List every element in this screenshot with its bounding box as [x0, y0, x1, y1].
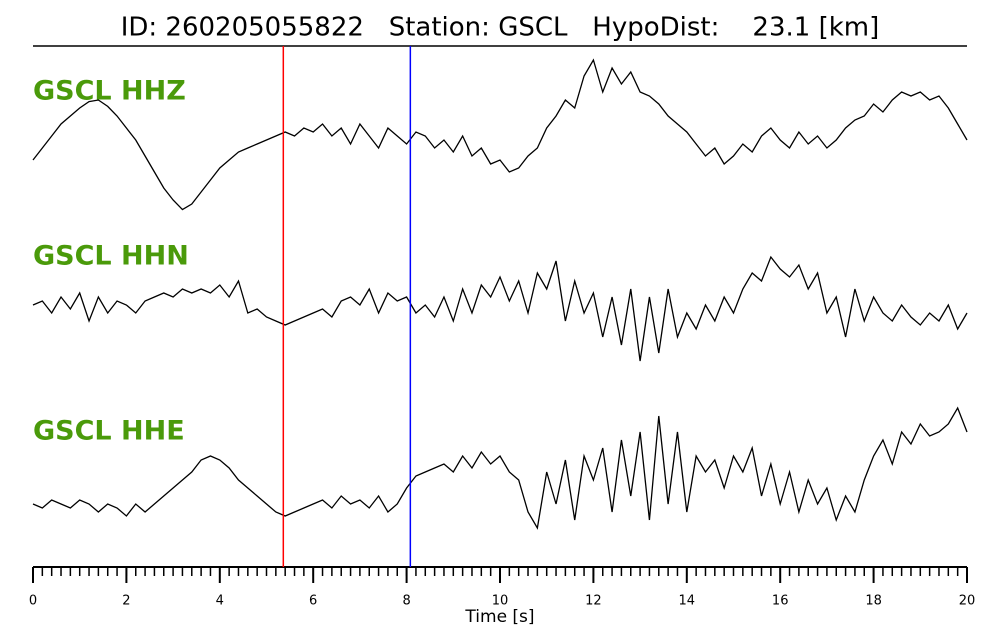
- trace-label: GSCL HHE: [33, 416, 185, 447]
- x-tick-label: 2: [122, 594, 130, 609]
- x-tick-label: 8: [402, 594, 410, 609]
- trace-label: GSCL HHZ: [33, 76, 186, 107]
- x-tick-label: 16: [772, 594, 789, 609]
- x-tick-label: 4: [216, 594, 224, 609]
- x-tick-label: 6: [309, 594, 317, 609]
- chart-title: ID: 260205055822 Station: GSCL HypoDist:…: [121, 13, 880, 43]
- trace-label: GSCL HHN: [33, 241, 189, 272]
- x-tick-label: 14: [679, 594, 696, 609]
- trace: [32, 406, 968, 530]
- trace: [32, 58, 968, 211]
- x-tick-label: 20: [959, 594, 976, 609]
- trace: [32, 255, 968, 362]
- x-tick-label: 12: [585, 594, 602, 609]
- x-tick-label: 10: [492, 594, 509, 609]
- x-tick-label: 0: [29, 594, 37, 609]
- x-axis-label: Time [s]: [464, 607, 534, 627]
- x-tick-label: 18: [865, 594, 882, 609]
